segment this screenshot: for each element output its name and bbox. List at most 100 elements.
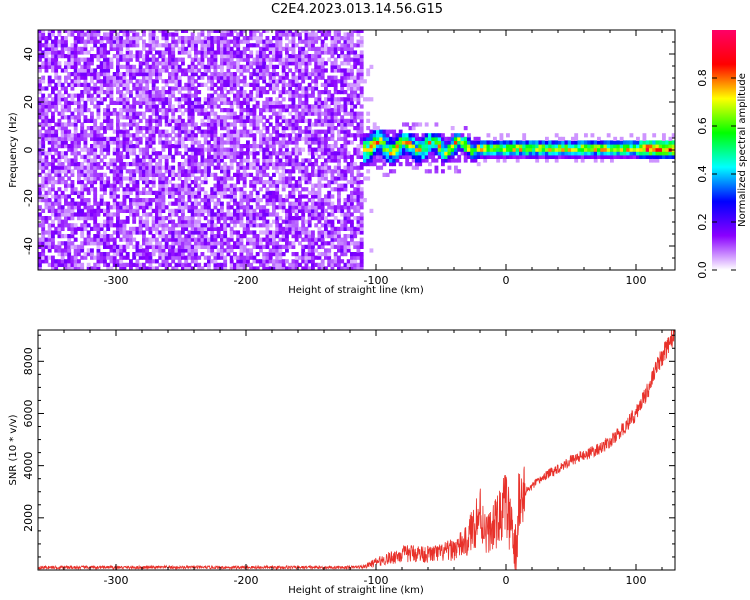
heatmap-cell [324, 198, 328, 203]
heatmap-cell [190, 79, 195, 84]
heatmap-cell [255, 198, 260, 203]
heatmap-cell [96, 144, 101, 149]
heatmap-cell [187, 86, 192, 91]
heatmap-cell [86, 151, 91, 156]
heatmap-cell [138, 147, 143, 152]
heatmap-cell [229, 82, 234, 87]
heatmap-cell [164, 36, 169, 41]
heatmap-cell [359, 241, 364, 246]
heatmap-cell [164, 100, 169, 105]
heatmap-cell [86, 126, 91, 131]
heatmap-cell [265, 54, 270, 59]
heatmap-cell [70, 172, 75, 177]
heatmap-cell [60, 86, 65, 91]
heatmap-cell [220, 158, 224, 163]
heatmap-cell [190, 234, 195, 239]
heatmap-cell [242, 208, 247, 213]
heatmap-cell [155, 194, 159, 199]
heatmap-cell [47, 133, 52, 138]
heatmap-cell [281, 219, 286, 224]
heatmap-cell [90, 54, 94, 59]
heatmap-cell [220, 93, 224, 98]
heatmap-cell [249, 223, 254, 228]
heatmap-cell [272, 237, 276, 242]
heatmap-cell [350, 252, 354, 257]
heatmap-cell [333, 108, 338, 113]
heatmap-cell [151, 190, 156, 195]
heatmap-cell [64, 136, 68, 141]
heatmap-cell [207, 241, 211, 246]
heatmap-cell [229, 248, 234, 253]
heatmap-cell [226, 126, 231, 131]
heatmap-cell [249, 54, 254, 59]
heatmap-cell [255, 86, 260, 91]
heatmap-cell [138, 244, 143, 249]
heatmap-cell [90, 126, 94, 131]
heatmap-cell [324, 252, 328, 257]
heatmap-cell [226, 122, 231, 127]
heatmap-cell [77, 133, 81, 138]
heatmap-cell [190, 230, 195, 235]
heatmap-cell [291, 194, 296, 199]
heatmap-cell [213, 61, 218, 66]
heatmap-cell [86, 61, 91, 66]
heatmap-cell [190, 154, 195, 159]
heatmap-cell [320, 201, 325, 206]
heatmap-cell [190, 162, 195, 167]
heatmap-cell [194, 255, 198, 260]
heatmap-cell [278, 252, 283, 257]
heatmap-cell [340, 79, 345, 84]
heatmap-cell [138, 36, 143, 41]
heatmap-cell [73, 108, 78, 113]
heatmap-cell [226, 154, 231, 159]
heatmap-cell [142, 97, 146, 102]
heatmap-cell [307, 162, 312, 167]
heatmap-cell [298, 176, 302, 181]
heatmap-cell [125, 205, 130, 210]
heatmap-cell [259, 75, 263, 80]
heatmap-cell [343, 248, 348, 253]
heatmap-cell [119, 151, 124, 156]
heatmap-cell [285, 90, 289, 95]
heatmap-cell [148, 64, 153, 69]
heatmap-cell [363, 140, 367, 145]
heatmap-cell [200, 57, 205, 62]
heatmap-cell [379, 136, 384, 141]
heatmap-cell [246, 118, 250, 123]
heatmap-cell [275, 244, 280, 249]
heatmap-cell [298, 93, 302, 98]
heatmap-cell [359, 75, 364, 80]
heatmap-cell [207, 30, 211, 33]
heatmap-cell [73, 266, 78, 270]
heatmap-cell [90, 93, 94, 98]
heatmap-cell [304, 43, 309, 48]
heatmap-cell [129, 187, 133, 192]
heatmap-cell [320, 216, 325, 221]
heatmap-cell [249, 190, 254, 195]
heatmap-cell [210, 172, 215, 177]
heatmap-cell [54, 147, 59, 152]
heatmap-cell [194, 50, 198, 55]
heatmap-cell [259, 129, 263, 134]
heatmap-cell [337, 133, 341, 138]
heatmap-cell [54, 82, 59, 87]
heatmap-cell [337, 187, 341, 192]
heatmap-cell [174, 237, 179, 242]
heatmap-cell [246, 252, 250, 257]
heatmap-cell [314, 248, 319, 253]
heatmap-cell [161, 244, 166, 249]
heatmap-cell [197, 111, 202, 116]
heatmap-cell [138, 223, 143, 228]
heatmap-cell [272, 151, 276, 156]
heatmap-cell [57, 252, 62, 257]
heatmap-cell [73, 151, 78, 156]
heatmap-cell [80, 234, 85, 239]
heatmap-cell [229, 176, 234, 181]
heatmap-cell [187, 75, 192, 80]
heatmap-cell [151, 111, 156, 116]
heatmap-cell [60, 122, 65, 127]
heatmap-cell [138, 162, 143, 167]
heatmap-cell [259, 176, 263, 181]
heatmap-cell [200, 147, 205, 152]
heatmap-cell [239, 39, 244, 44]
